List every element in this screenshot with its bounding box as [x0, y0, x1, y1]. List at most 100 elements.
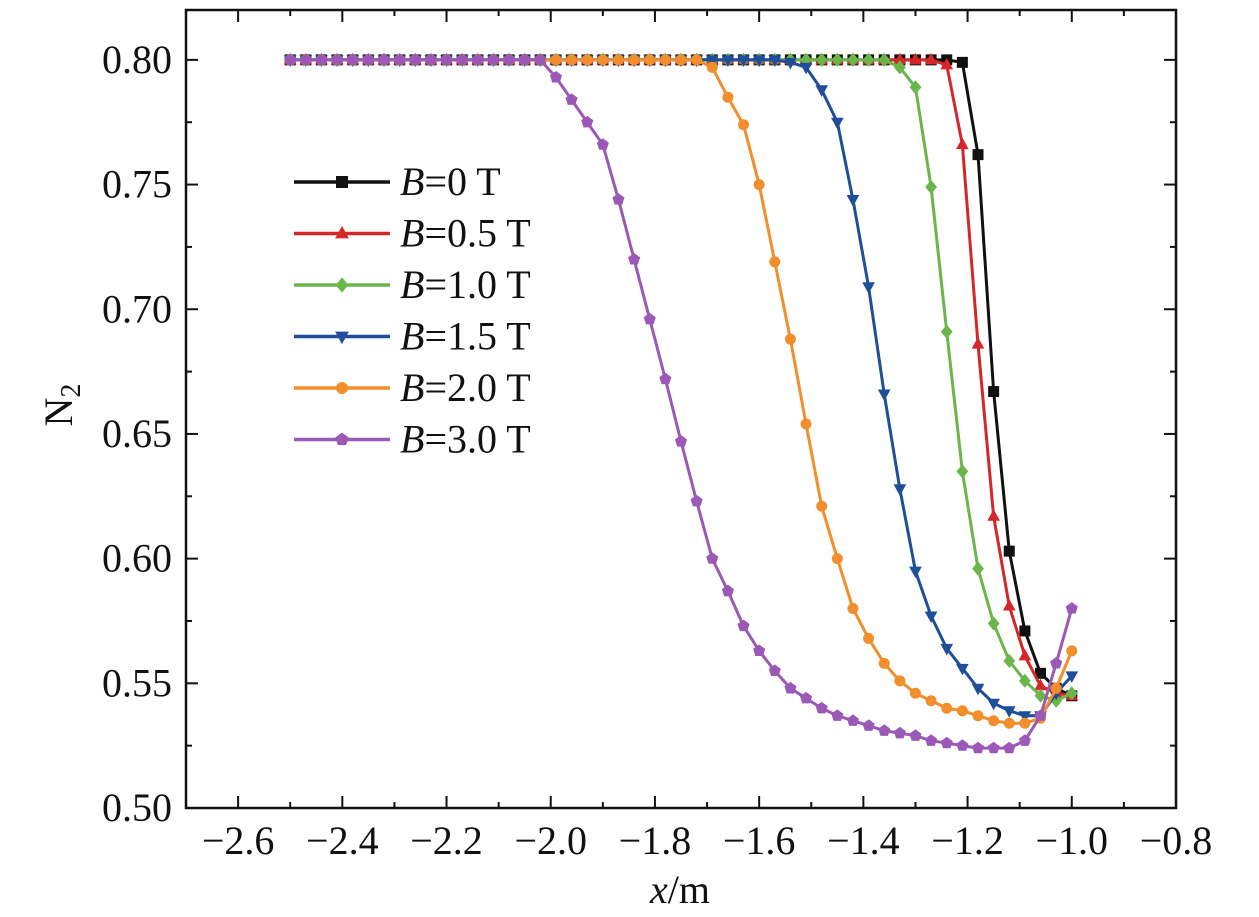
series-layer: [283, 52, 1079, 754]
data-point: [971, 683, 985, 696]
data-point: [502, 53, 516, 66]
legend-label-var: B: [400, 417, 424, 462]
data-point: [737, 55, 750, 67]
data-point: [1034, 688, 1047, 703]
legend-label-value: =1.0 T: [424, 262, 530, 307]
data-point: [925, 695, 937, 707]
y-axis: 0.50 0.55 0.60 0.65 0.70 0.75 0.80: [102, 37, 1176, 830]
data-point: [738, 119, 750, 131]
data-point: [940, 736, 953, 749]
data-point: [784, 57, 797, 70]
data-point: [893, 726, 906, 739]
data-point: [878, 52, 891, 67]
legend-label: B=0 T: [400, 159, 501, 204]
data-point: [284, 53, 297, 66]
data-point: [862, 719, 875, 731]
data-point: [1065, 602, 1078, 614]
x-axis-title: x/m: [649, 867, 710, 912]
data-point: [768, 664, 781, 676]
plot-frame: [184, 8, 1178, 810]
y-axis-title-sub: 2: [56, 384, 87, 398]
data-point: [456, 53, 469, 66]
x-tick-label: −1.4: [827, 818, 900, 863]
data-point: [987, 509, 1000, 521]
legend-label-value: =0.5 T: [424, 211, 530, 256]
legend: B=0 TB=0.5 TB=1.0 TB=1.5 TB=2.0 TB=3.0 T: [294, 159, 531, 462]
data-point: [674, 435, 688, 447]
data-point: [862, 282, 875, 294]
x-tick-label: −1.2: [931, 818, 1004, 863]
data-point: [987, 741, 1000, 754]
y-axis-title-base: N: [36, 398, 81, 427]
data-point: [471, 53, 484, 66]
data-point: [549, 70, 563, 83]
legend-item: B=3.0 T: [294, 417, 531, 462]
data-point: [1018, 648, 1032, 661]
legend-label: B=0.5 T: [400, 211, 531, 256]
data-point: [909, 52, 922, 65]
data-point: [956, 464, 969, 479]
data-point: [1018, 673, 1031, 688]
data-point: [909, 729, 922, 741]
data-point: [863, 632, 875, 644]
data-point: [924, 52, 938, 65]
data-point: [706, 61, 718, 73]
data-point: [924, 611, 938, 624]
data-point: [1019, 717, 1031, 729]
data-point: [659, 372, 672, 385]
legend-label: B=2.0 T: [400, 365, 531, 410]
data-point: [691, 54, 703, 66]
data-point: [596, 138, 609, 150]
data-point: [675, 54, 687, 66]
data-point: [628, 54, 640, 66]
data-point: [721, 55, 735, 67]
legend-marker: [335, 331, 349, 345]
legend-label-value: =0 T: [424, 159, 500, 204]
legend-label-var: B: [400, 365, 424, 410]
data-point: [1034, 709, 1047, 721]
legend-label-value: =1.5 T: [424, 314, 530, 359]
data-point: [612, 193, 625, 205]
data-point: [815, 85, 829, 97]
data-point: [987, 698, 1000, 711]
data-point: [815, 701, 828, 714]
plot-border: [184, 8, 1178, 810]
data-point: [1003, 741, 1016, 754]
data-point: [721, 584, 734, 597]
data-point: [705, 55, 719, 67]
data-point: [722, 91, 734, 103]
data-point: [346, 53, 359, 66]
legend-label-value: =3.0 T: [424, 417, 530, 462]
data-point: [409, 53, 422, 66]
data-point: [971, 741, 985, 754]
data-point: [784, 681, 797, 694]
data-point: [737, 619, 750, 632]
data-point: [581, 54, 593, 66]
data-point: [1002, 598, 1016, 611]
data-point: [487, 53, 500, 66]
x-tick-label: −1.6: [723, 818, 796, 863]
data-point: [1019, 625, 1031, 637]
data-point: [972, 561, 984, 576]
x-tick-label: −2.4: [306, 818, 379, 863]
data-point: [956, 739, 969, 751]
data-point: [1003, 717, 1015, 729]
data-point: [768, 55, 782, 67]
legend-label-var: B: [400, 211, 424, 256]
data-point: [972, 710, 984, 722]
data-point: [799, 62, 813, 75]
legend-item: B=0.5 T: [294, 211, 531, 256]
data-point: [424, 53, 437, 66]
data-point: [940, 57, 954, 70]
data-point: [1050, 656, 1063, 669]
x-tick-label: −1.0: [1036, 818, 1109, 863]
data-point: [941, 702, 953, 714]
data-point: [550, 54, 562, 66]
data-point: [518, 53, 531, 66]
data-point: [862, 52, 875, 67]
data-point: [612, 54, 624, 66]
legend-item: B=0 T: [294, 159, 501, 204]
y-tick-label: 0.55: [102, 660, 172, 705]
data-point: [581, 115, 594, 128]
